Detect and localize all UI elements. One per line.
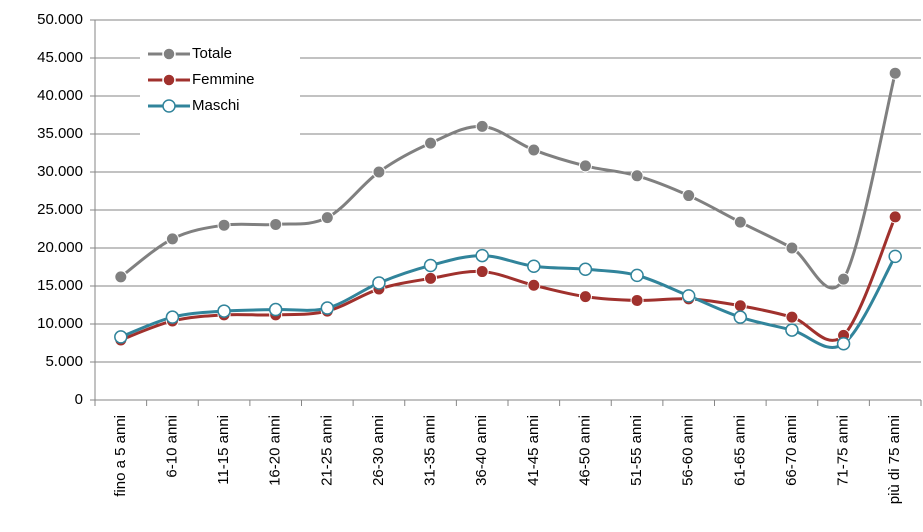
data-point (320, 301, 335, 315)
data-point (836, 337, 851, 351)
data-point (372, 276, 386, 290)
y-tick-label: 0 (75, 391, 83, 408)
data-point (424, 136, 438, 150)
legend-marker (162, 47, 176, 61)
data-point (217, 304, 231, 318)
data-point (475, 265, 489, 279)
data-point (114, 330, 128, 344)
data-point (888, 66, 902, 80)
y-tick-label: 45.000 (37, 49, 83, 66)
data-point (114, 270, 128, 284)
x-tick-label: 6-10 anni (163, 415, 180, 478)
data-point (527, 278, 541, 292)
data-point (785, 323, 799, 337)
y-tick-label: 40.000 (37, 87, 83, 104)
data-point (475, 248, 489, 263)
x-tick-label: 56-60 anni (680, 415, 697, 486)
x-tick-label: 61-65 anni (731, 415, 748, 486)
data-point (165, 310, 180, 324)
legend-label: Maschi (192, 97, 240, 114)
data-point (268, 302, 283, 317)
data-point (423, 258, 438, 273)
y-tick-label: 25.000 (37, 201, 83, 218)
x-tick-label: 71-75 anni (835, 415, 852, 486)
x-tick-label: 16-20 anni (267, 415, 284, 486)
y-tick-label: 5.000 (45, 353, 83, 370)
x-tick-label: fino a 5 anni (112, 415, 129, 497)
series-line (120, 254, 897, 349)
y-tick-label: 15.000 (37, 277, 83, 294)
x-tick-label: 26-30 anni (370, 415, 387, 486)
legend-marker (162, 73, 176, 87)
data-point (837, 272, 851, 286)
data-point (578, 159, 592, 173)
y-tick-label: 20.000 (37, 239, 83, 256)
data-point (630, 169, 644, 183)
data-point (733, 299, 747, 313)
data-point (217, 218, 231, 232)
legend-marker (162, 99, 176, 113)
y-tick-label: 50.000 (37, 11, 83, 28)
data-point (630, 268, 644, 283)
data-point (681, 289, 696, 303)
data-point (682, 189, 696, 203)
legend-label: Totale (192, 45, 232, 62)
x-tick-label: 46-50 anni (576, 415, 593, 486)
data-point (785, 310, 799, 324)
y-tick-label: 10.000 (37, 315, 83, 332)
data-point (527, 143, 541, 157)
series-line (120, 216, 897, 342)
data-point (888, 210, 902, 224)
x-tick-label: 11-15 anni (215, 415, 232, 485)
data-point (320, 211, 334, 225)
x-tick-label: più di 75 anni (886, 415, 903, 504)
data-point (475, 119, 489, 133)
data-point (372, 165, 386, 179)
data-point (269, 217, 283, 231)
data-point (733, 310, 748, 324)
data-point (733, 215, 747, 229)
x-tick-label: 41-45 anni (525, 415, 542, 486)
x-tick-label: 51-55 anni (628, 415, 645, 486)
data-point (578, 290, 592, 304)
data-point (785, 241, 799, 255)
x-tick-label: 21-25 anni (318, 415, 335, 486)
x-tick-label: 66-70 anni (783, 415, 800, 486)
data-point (424, 271, 438, 285)
data-point (888, 249, 902, 264)
x-tick-label: 36-40 anni (473, 415, 490, 486)
y-tick-label: 30.000 (37, 163, 83, 180)
data-point (578, 262, 593, 277)
x-tick-label: 31-35 anni (422, 415, 439, 486)
data-point (630, 293, 644, 307)
data-point (165, 232, 179, 246)
legend-label: Femmine (192, 71, 255, 88)
y-tick-label: 35.000 (37, 125, 83, 142)
data-point (527, 259, 541, 273)
